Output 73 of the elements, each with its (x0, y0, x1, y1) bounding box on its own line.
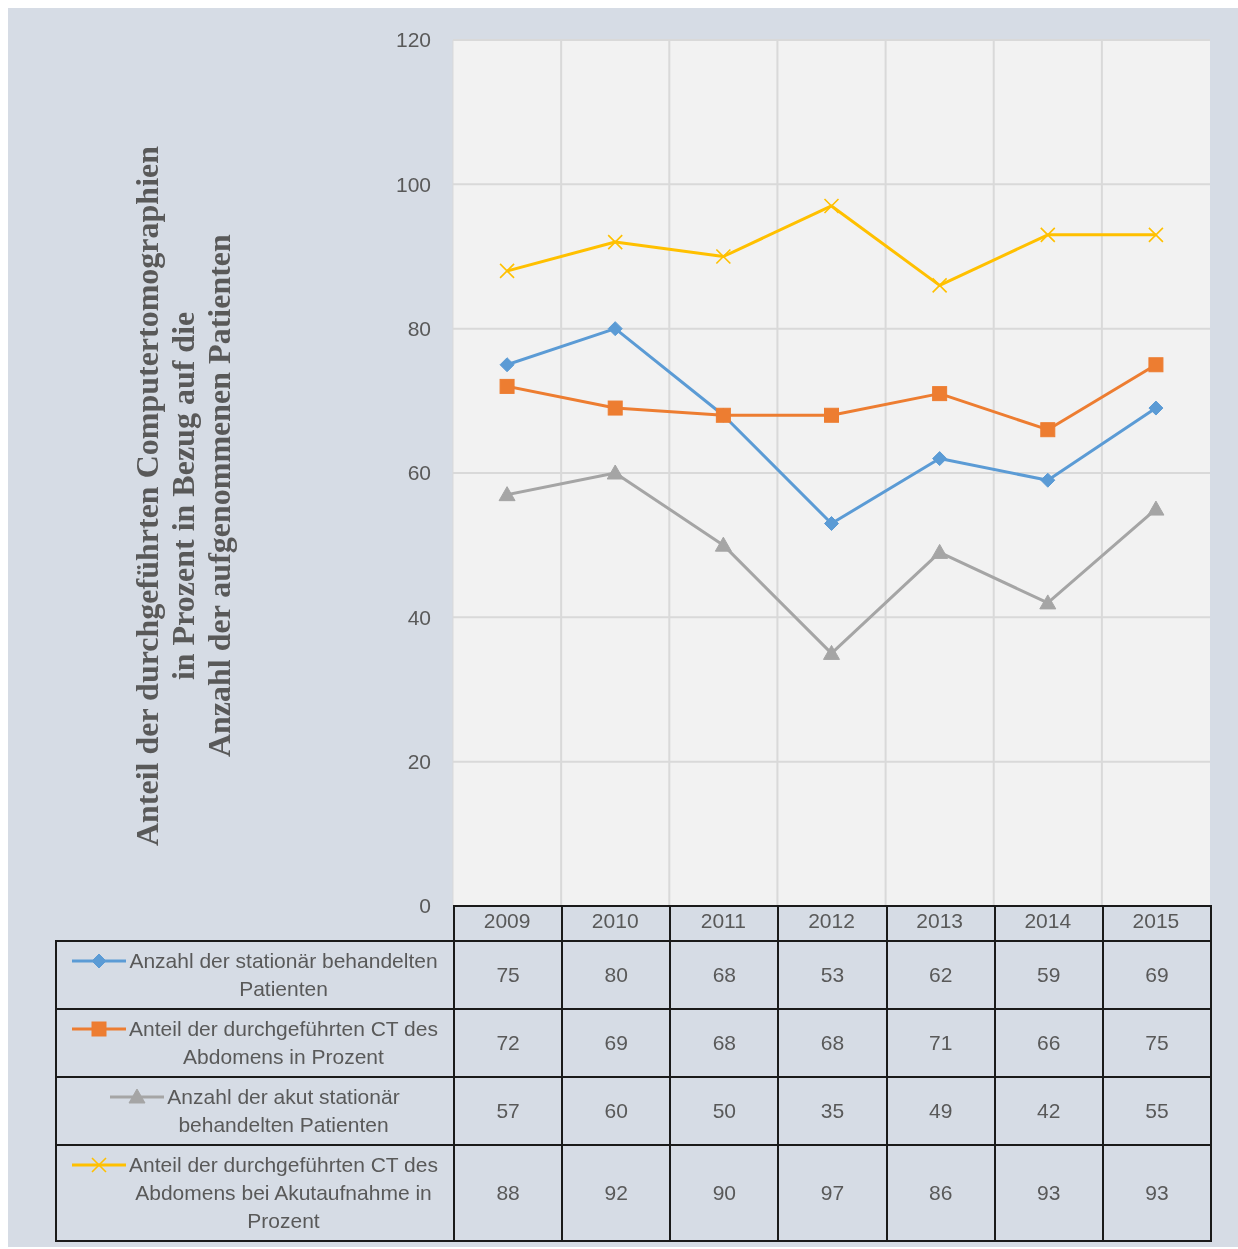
data-label: 93 (1102, 1145, 1211, 1241)
x-tick-label: 2013 (916, 908, 963, 932)
data-label: 88 (454, 1145, 563, 1241)
data-label: 75 (1102, 1009, 1211, 1077)
legend-label: Anzahl der akut stationär behandelten Patienten (56, 1077, 454, 1145)
y-tick-label: 100 (395, 172, 431, 196)
y-tick-label: 60 (407, 461, 431, 485)
x-tick-label: 2015 (1132, 908, 1180, 932)
point (823, 198, 840, 214)
x-tick-label: 2009 (483, 908, 531, 932)
data-label: 80 (562, 941, 671, 1009)
point (498, 486, 516, 502)
y-axis-title: Anteil der durchgeführten Computertomographien in Prozent in Bezug auf die Anzahl der aufgenommenen Patienten (129, 145, 237, 847)
point (931, 277, 948, 294)
data-label: 35 (778, 1077, 887, 1145)
data-label: 66 (994, 1009, 1103, 1077)
x-tick-label: 2010 (591, 908, 639, 932)
data-label: 90 (670, 1145, 779, 1241)
point (1039, 594, 1057, 610)
point (715, 248, 732, 265)
point (499, 378, 515, 394)
point (1147, 500, 1165, 516)
data-label: 62 (886, 941, 995, 1009)
point (1148, 357, 1164, 373)
x-tick-label: 2012 (808, 908, 855, 932)
data-label: 57 (454, 1077, 563, 1145)
data-label: 75 (454, 941, 563, 1009)
data-label: 93 (994, 1145, 1103, 1241)
data-label: 49 (886, 1077, 995, 1145)
point (932, 451, 948, 467)
data-label: 42 (994, 1077, 1103, 1145)
data-label: 69 (562, 1009, 671, 1077)
y-tick-label: 40 (407, 605, 431, 629)
data-label: 68 (778, 1009, 887, 1077)
data-label: 50 (670, 1077, 779, 1145)
y-tick-label: 20 (407, 750, 431, 774)
data-label: 68 (670, 941, 779, 1009)
point (607, 234, 624, 250)
point (824, 407, 839, 423)
legend-label: Anteil der durchgeführten CT des Abdomens bei Akutaufnahme in Prozent (56, 1145, 454, 1241)
point (824, 516, 839, 532)
data-label: 97 (778, 1145, 887, 1241)
point (499, 263, 515, 279)
point (932, 386, 948, 402)
data-label: 92 (562, 1145, 671, 1241)
data-label: 72 (454, 1009, 563, 1077)
y-tick-label: 0 (419, 894, 431, 918)
x-tick-label: 2014 (1024, 908, 1072, 932)
point (823, 644, 840, 660)
point (1039, 227, 1056, 243)
legend-label: Anteil der durchgeführten CT des Abdomens in Prozent (56, 1009, 454, 1077)
data-label: 60 (562, 1077, 671, 1145)
data-label: 55 (1102, 1077, 1211, 1145)
point (1148, 400, 1164, 416)
data-label: 59 (994, 941, 1103, 1009)
point (1040, 472, 1056, 488)
legend-label: Anzahl der stationär behandelten Patienten (56, 941, 454, 1009)
data-label: 53 (778, 941, 887, 1009)
point (1040, 422, 1056, 438)
data-label: 71 (886, 1009, 995, 1077)
point (931, 543, 949, 559)
point (1148, 227, 1164, 243)
point (714, 536, 732, 552)
x-tick-label: 2011 (700, 908, 746, 932)
data-label: 86 (886, 1145, 995, 1241)
y-tick-label: 80 (407, 317, 431, 341)
point (606, 464, 624, 480)
data-label: 69 (1102, 941, 1211, 1009)
data-label: 68 (670, 1009, 779, 1077)
point (499, 357, 515, 373)
y-tick-label: 120 (395, 28, 431, 52)
point (607, 400, 623, 416)
point (607, 321, 623, 337)
